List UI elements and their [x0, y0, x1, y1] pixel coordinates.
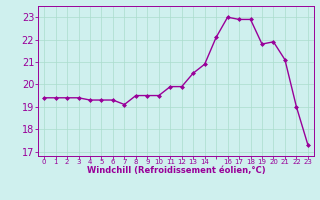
X-axis label: Windchill (Refroidissement éolien,°C): Windchill (Refroidissement éolien,°C): [87, 166, 265, 175]
